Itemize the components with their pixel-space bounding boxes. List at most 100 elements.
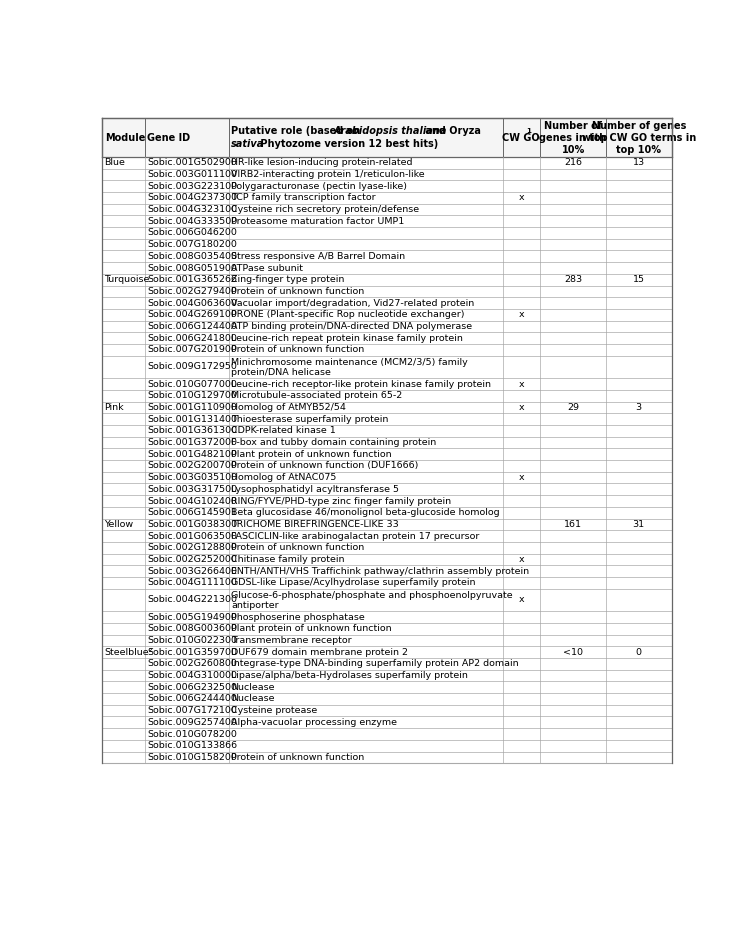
Text: Gene ID: Gene ID xyxy=(147,133,190,143)
Bar xyxy=(102,425,672,437)
Text: Plant protein of unknown function: Plant protein of unknown function xyxy=(231,450,392,459)
Text: sativa: sativa xyxy=(231,138,264,149)
Text: ENTH/ANTH/VHS Traffichink pathway/clathrin assembly protein: ENTH/ANTH/VHS Traffichink pathway/clathr… xyxy=(231,567,529,576)
Text: Sobic.006G241800: Sobic.006G241800 xyxy=(147,334,236,343)
Text: Protein of unknown function: Protein of unknown function xyxy=(231,543,364,553)
Text: 13: 13 xyxy=(633,158,645,167)
Bar xyxy=(102,682,672,693)
Bar xyxy=(102,309,672,321)
Bar xyxy=(102,496,672,507)
Text: Sobic.004G237300: Sobic.004G237300 xyxy=(147,194,237,202)
Bar xyxy=(102,728,672,740)
Text: Sobic.002G252000: Sobic.002G252000 xyxy=(147,555,236,564)
Bar xyxy=(102,262,672,274)
Text: Sobic.001G131400: Sobic.001G131400 xyxy=(147,414,237,424)
Text: 31: 31 xyxy=(633,520,645,529)
Bar xyxy=(102,192,672,204)
Text: Nuclease: Nuclease xyxy=(231,695,275,703)
Text: Sobic.010G129700: Sobic.010G129700 xyxy=(147,391,236,400)
Text: Sobic.004G310000: Sobic.004G310000 xyxy=(147,671,237,680)
Text: Protein of unknown function: Protein of unknown function xyxy=(231,345,364,354)
Bar xyxy=(102,344,672,356)
Text: Plant protein of unknown function: Plant protein of unknown function xyxy=(231,625,392,633)
Text: Sobic.004G063600: Sobic.004G063600 xyxy=(147,298,237,308)
Text: Sobic.002G200700: Sobic.002G200700 xyxy=(147,462,236,470)
Text: 0: 0 xyxy=(636,648,642,656)
Text: GDSL-like Lipase/Acylhydrolase superfamily protein: GDSL-like Lipase/Acylhydrolase superfami… xyxy=(231,579,476,587)
Text: Sobic.003G035100: Sobic.003G035100 xyxy=(147,473,237,482)
Bar xyxy=(102,321,672,333)
Bar xyxy=(102,401,672,413)
Text: Leucine-rich receptor-like protein kinase family protein: Leucine-rich receptor-like protein kinas… xyxy=(231,380,491,389)
Text: 29: 29 xyxy=(567,403,579,412)
Text: ATP binding protein/DNA-directed DNA polymerase: ATP binding protein/DNA-directed DNA pol… xyxy=(231,322,472,331)
Bar xyxy=(102,449,672,460)
Text: Blue: Blue xyxy=(104,158,125,167)
Text: Sobic.001G063500: Sobic.001G063500 xyxy=(147,532,237,540)
Text: Alpha-vacuolar processing enzyme: Alpha-vacuolar processing enzyme xyxy=(231,718,398,726)
Text: F-box and tubby domain containing protein: F-box and tubby domain containing protei… xyxy=(231,438,437,447)
Text: protein/DNA helicase: protein/DNA helicase xyxy=(231,368,331,377)
Text: Sobic.008G003600: Sobic.008G003600 xyxy=(147,625,237,633)
Text: x: x xyxy=(519,473,525,482)
Text: x: x xyxy=(519,403,525,412)
Text: ATPase subunit: ATPase subunit xyxy=(231,264,303,272)
Text: Sobic.008G051900: Sobic.008G051900 xyxy=(147,264,236,272)
Text: Lysophosphatidyl acyltransferase 5: Lysophosphatidyl acyltransferase 5 xyxy=(231,485,399,494)
Text: Leucine-rich repeat protein kinase family protein: Leucine-rich repeat protein kinase famil… xyxy=(231,334,463,343)
Text: Sobic.003G011100: Sobic.003G011100 xyxy=(147,170,237,179)
Text: 161: 161 xyxy=(564,520,582,529)
Text: Sobic.004G221300: Sobic.004G221300 xyxy=(147,596,237,605)
Text: 216: 216 xyxy=(564,158,582,167)
Bar xyxy=(102,646,672,658)
Bar xyxy=(102,577,672,589)
Bar xyxy=(102,390,672,401)
Bar xyxy=(102,204,672,215)
Text: Sobic.006G124400: Sobic.006G124400 xyxy=(147,322,236,331)
Bar xyxy=(102,168,672,180)
Text: Cysteine rich secretory protein/defense: Cysteine rich secretory protein/defense xyxy=(231,205,419,214)
Text: Sobic.001G110900: Sobic.001G110900 xyxy=(147,403,236,412)
Text: Zing-finger type protein: Zing-finger type protein xyxy=(231,275,345,284)
Text: Cysteine protease: Cysteine protease xyxy=(231,706,318,715)
Bar xyxy=(102,227,672,238)
Text: Sobic.004G323100: Sobic.004G323100 xyxy=(147,205,237,214)
Text: Yellow: Yellow xyxy=(104,520,133,529)
Bar xyxy=(102,238,672,251)
Text: Chitinase family protein: Chitinase family protein xyxy=(231,555,345,564)
Bar xyxy=(102,333,672,344)
Text: Sobic.002G128800: Sobic.002G128800 xyxy=(147,543,236,553)
Text: Sobic.001G482100: Sobic.001G482100 xyxy=(147,450,236,459)
Text: Sobic.006G232500: Sobic.006G232500 xyxy=(147,683,237,692)
Text: Sobic.001G038300: Sobic.001G038300 xyxy=(147,520,237,529)
Text: Sobic.010G158200: Sobic.010G158200 xyxy=(147,753,236,762)
Text: and Oryza: and Oryza xyxy=(422,126,480,137)
Bar xyxy=(102,285,672,297)
Text: Minichromosome maintenance (MCM2/3/5) family: Minichromosome maintenance (MCM2/3/5) fa… xyxy=(231,358,468,367)
Bar xyxy=(102,507,672,519)
Text: Steelblue²: Steelblue² xyxy=(104,648,153,656)
Bar xyxy=(102,460,672,472)
Text: FASCICLIN-like arabinogalactan protein 17 precursor: FASCICLIN-like arabinogalactan protein 1… xyxy=(231,532,480,540)
Bar xyxy=(102,274,672,285)
Text: Protein of unknown function: Protein of unknown function xyxy=(231,753,364,762)
Bar xyxy=(102,611,672,623)
Text: Pink: Pink xyxy=(104,403,123,412)
Bar xyxy=(102,635,672,646)
Bar xyxy=(102,378,672,390)
Text: Beta glucosidase 46/monolignol beta-glucoside homolog: Beta glucosidase 46/monolignol beta-gluc… xyxy=(231,509,500,517)
Text: Sobic.009G172950: Sobic.009G172950 xyxy=(147,363,236,371)
Text: Sobic.005G194900: Sobic.005G194900 xyxy=(147,612,236,622)
Text: Number of genes
with CW GO terms in
top 10%: Number of genes with CW GO terms in top … xyxy=(581,121,696,154)
Text: Sobic.003G266400: Sobic.003G266400 xyxy=(147,567,237,576)
Bar xyxy=(102,589,672,611)
Text: 283: 283 xyxy=(564,275,582,284)
Text: Sobic.006G244400: Sobic.006G244400 xyxy=(147,695,236,703)
Text: Sobic.001G365266: Sobic.001G365266 xyxy=(147,275,237,284)
Bar xyxy=(102,437,672,449)
Text: Sobic.006G145901: Sobic.006G145901 xyxy=(147,509,236,517)
Bar xyxy=(102,530,672,542)
Bar xyxy=(102,119,672,157)
Bar xyxy=(102,413,672,425)
Bar xyxy=(102,752,672,763)
